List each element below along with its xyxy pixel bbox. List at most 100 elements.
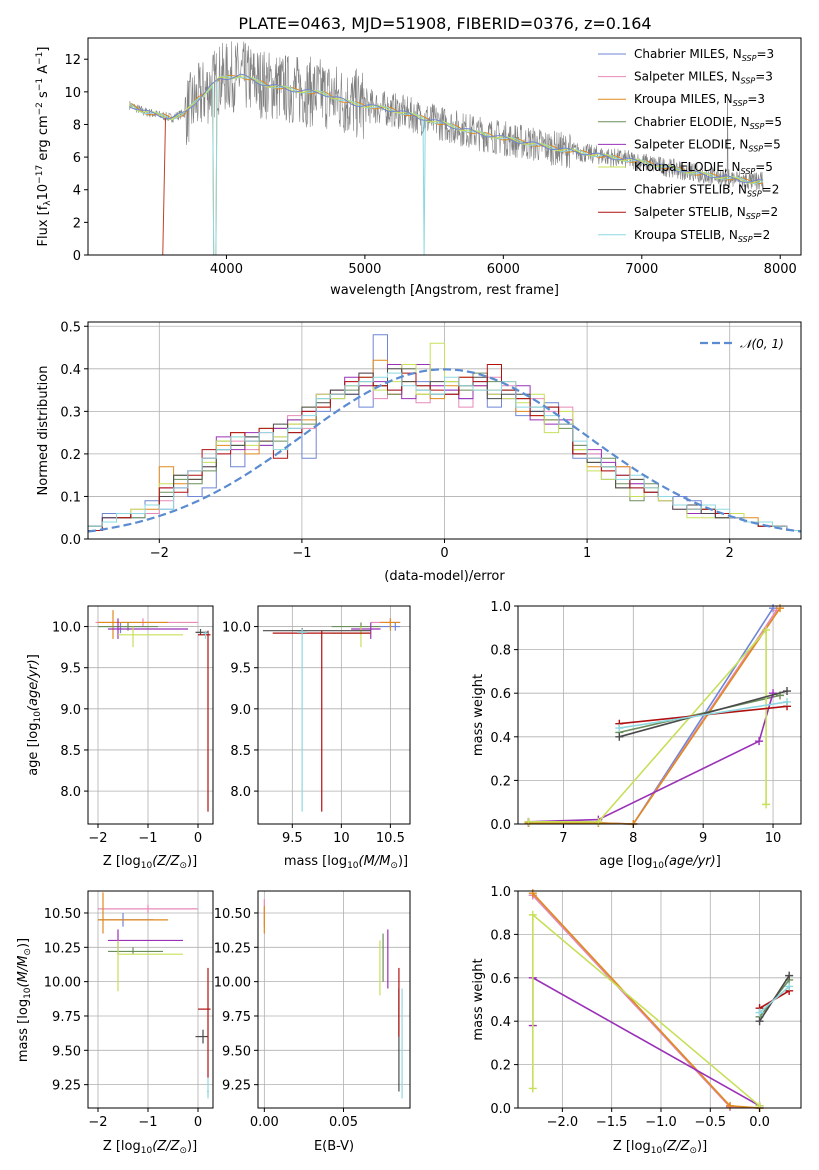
x-tick-label: 9.5 (282, 831, 303, 846)
mass-weight-line (528, 607, 781, 825)
legend-label: Kroupa MILES, NSSP=3 (634, 92, 765, 108)
x-tick-label: 9 (699, 831, 707, 846)
mass-weight-marker (615, 724, 624, 733)
observed-spectrum-line (129, 41, 764, 192)
mass-weight-line (759, 985, 790, 1014)
mass-weight-marker (783, 687, 792, 696)
x-tick-label: −1 (138, 831, 157, 846)
y-tick-label: 0.5 (60, 320, 81, 335)
y-axis-label: mass weight (471, 674, 486, 756)
x-axis-label: Z [log10(Z/Z⊙)] (103, 854, 197, 871)
x-axis-label: age [log10(age/yr)] (599, 854, 721, 871)
x-tick-label: −1 (138, 1115, 157, 1130)
panel-mass_weight_vs_age: 7 8 9 10 0.0 0.2 0.4 0.6 0.8 1.0 mass weight age [l… (471, 600, 802, 871)
y-tick-label: 0.0 (490, 818, 511, 833)
mass-weight-marker (528, 1084, 537, 1093)
y-tick-label: 10.50 (214, 907, 251, 922)
y-tick-label: 8.0 (60, 785, 81, 800)
mass-weight-marker (785, 971, 794, 980)
y-tick-label: 12 (64, 53, 81, 68)
y-tick-label: 6 (73, 151, 81, 166)
x-tick-label: −2 (88, 1115, 107, 1130)
x-tick-label: −1 (292, 546, 311, 561)
axes-frame (517, 605, 802, 825)
x-tick-label: 0.00 (250, 1115, 279, 1130)
y-tick-label: 1.0 (490, 600, 511, 615)
y-tick-label: 2 (73, 216, 81, 231)
spectrum-legend: Chabrier MILES, NSSP=3 Salpeter MILES, NS… (598, 47, 782, 244)
mass-weight-line (619, 694, 781, 734)
x-tick-label: 8000 (764, 262, 797, 277)
mass-weight-marker (528, 910, 537, 919)
legend-label: Kroupa STELIB, NSSP=2 (634, 228, 770, 244)
mass-weight-marker (762, 625, 771, 634)
y-tick-label: 0.4 (60, 363, 81, 378)
x-axis-label: mass [log10(M/M⊙)] (284, 854, 408, 871)
model-spectrum-line (157, 117, 167, 256)
x-tick-label: −2 (150, 546, 169, 561)
x-tick-label: 4000 (210, 262, 243, 277)
y-tick-label: 10.00 (44, 976, 81, 991)
legend-label: Chabrier STELIB, NSSP=2 (634, 183, 779, 199)
x-tick-label: 10.5 (376, 831, 405, 846)
y-tick-label: 8 (73, 118, 81, 133)
mass-weight-line (528, 607, 774, 825)
x-tick-label: −2 (88, 831, 107, 846)
y-tick-label: 0.2 (60, 448, 81, 463)
y-tick-label: 10.00 (214, 976, 251, 991)
panel-mass_vs_ebv: 0.00 0.05 9.25 9.50 9.75 10.00 10.25 10.50 E(B-V… (214, 890, 411, 1154)
x-tick-label: 1 (583, 546, 591, 561)
y-tick-label: 1.0 (490, 885, 511, 900)
mass-weight-line (532, 892, 760, 1109)
x-tick-label: 10 (765, 831, 782, 846)
model-spectrum-line (129, 75, 764, 184)
x-tick-label: 7000 (625, 262, 658, 277)
y-tick-label: 10.25 (214, 941, 251, 956)
axes-frame (87, 605, 214, 825)
mass-weight-line (532, 976, 760, 1107)
y-tick-label: 4 (73, 184, 81, 199)
axes-frame (257, 890, 411, 1109)
y-tick-label: 0.0 (490, 1102, 511, 1117)
legend-label: 𝒩(0, 1) (740, 337, 784, 351)
y-tick-label: 0.0 (60, 533, 81, 548)
normal-curve-line (87, 368, 802, 533)
mass-weight-marker (769, 689, 778, 698)
y-tick-label: 9.50 (222, 1044, 251, 1059)
mass-weight-line (619, 701, 788, 729)
y-tick-label: 10.50 (44, 907, 81, 922)
y-tick-label: 9.75 (52, 1010, 81, 1025)
x-tick-label: −1.5 (596, 1115, 628, 1130)
axes-frame (257, 605, 411, 825)
y-tick-label: 8.5 (60, 744, 81, 759)
panel-residuals: −2 −1 0 1 2 0.0 0.1 0.2 0.3 0.4 0.5 (data-model)/er… (36, 320, 802, 584)
mass-weight-line (532, 894, 760, 1109)
y-tick-label: 9.5 (230, 662, 251, 677)
y-tick-label: 0.8 (490, 928, 511, 943)
y-tick-label: 9.25 (52, 1079, 81, 1094)
mass-weight-line (619, 690, 788, 738)
axes-frame (87, 890, 214, 1109)
x-tick-label: 0 (194, 831, 202, 846)
mass-weight-line (532, 894, 760, 1109)
panel-mass_vs_Z: −2 −1 0 9.25 9.50 9.75 10.00 10.25 10.50 Z [log10… (16, 890, 214, 1156)
figure-title: PLATE=0463, MJD=51908, FIBERID=0376, z=0… (238, 14, 651, 33)
y-axis-label: Flux [fλ10−17 erg cm−2 s−1 A−1] (35, 47, 53, 247)
x-tick-label: 0 (440, 546, 448, 561)
mass-weight-marker (755, 1008, 764, 1017)
y-axis-label: Normed distribution (36, 366, 51, 496)
y-tick-label: 10.0 (222, 621, 251, 636)
x-tick-label: 10 (333, 831, 350, 846)
panel-mass_weight_vs_Z: −2.0 −1.5 −1.0 −0.5 0.0 0.0 0.2 0.4 0.6 0.8 1.0 mas… (471, 885, 802, 1156)
y-axis-label: age [log10(age/yr)] (26, 654, 43, 776)
panel-age_vs_mass: 9.5 10 10.5 8.0 8.5 9.0 9.5 10.0 mass [log10(M/M… (222, 605, 411, 871)
mass-weight-line (758, 975, 790, 1022)
y-tick-label: 0.6 (490, 687, 511, 702)
mass-weight-marker (615, 732, 624, 741)
x-tick-label: −2.0 (547, 1115, 579, 1130)
y-tick-label: 0.1 (60, 490, 81, 505)
mass-weight-marker (755, 737, 764, 746)
y-tick-label: 10.0 (52, 621, 81, 636)
axes-frame (87, 37, 802, 256)
